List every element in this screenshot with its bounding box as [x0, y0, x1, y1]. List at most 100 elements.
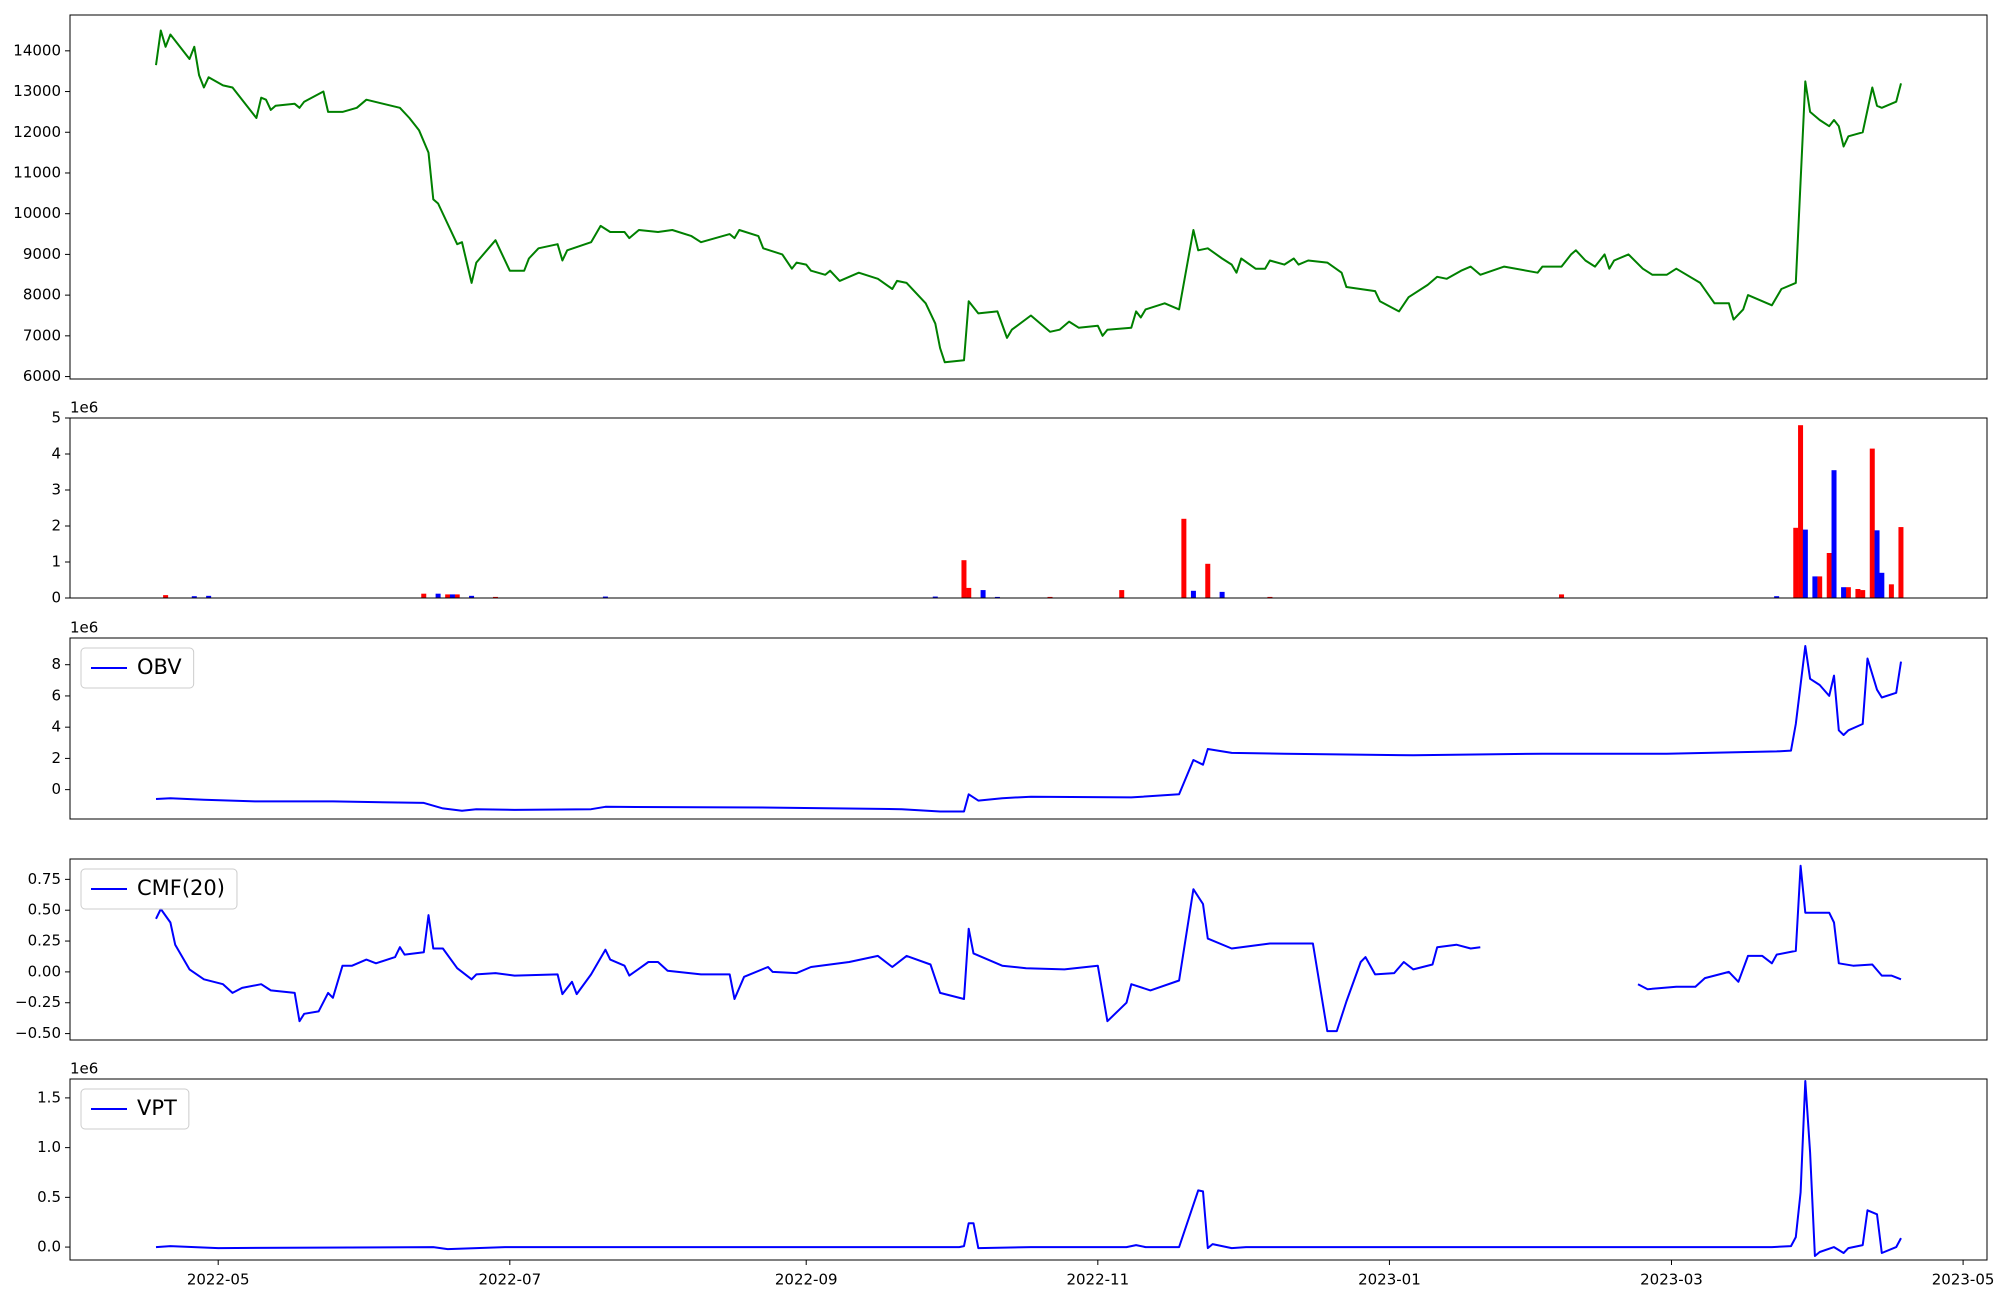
bar	[961, 560, 967, 598]
bar	[1181, 518, 1187, 598]
bar	[454, 594, 460, 598]
bar	[1869, 448, 1875, 598]
bar	[1826, 553, 1832, 598]
bar	[445, 594, 451, 598]
axes-frame	[69, 417, 1988, 599]
panel: 6000 7000 8000 9000 10000 11000 12000 13000 1400…	[13, 14, 1988, 385]
panel: 0 2 4 6 8 1e6 OBV	[51, 619, 1988, 820]
offset-label: 1e6	[70, 1060, 98, 1078]
y-tick-label: 9000	[23, 245, 61, 263]
x-tick-label: 2022-09	[775, 1271, 838, 1289]
y-tick-label: 2	[51, 517, 61, 535]
bar	[1888, 584, 1894, 598]
y-tick-label: 1	[51, 553, 61, 571]
bar	[932, 596, 938, 598]
bar	[469, 595, 475, 598]
y-tick-label: 0.5	[37, 1188, 61, 1206]
bar	[1845, 587, 1851, 598]
panel: 0.0 0.5 1.0 1.5 2022-05 2022-07 2022-09 2022-11…	[37, 1060, 1994, 1289]
y-tick-label: 8000	[23, 286, 61, 304]
legend-label: OBV	[137, 655, 182, 679]
bar	[1793, 527, 1799, 598]
bar	[1774, 596, 1780, 598]
bar	[206, 595, 212, 598]
y-tick-label: 0.00	[28, 962, 61, 980]
bar	[602, 596, 608, 598]
y-tick-label: 3	[51, 481, 61, 499]
bar	[1047, 596, 1053, 598]
y-tick-label: 6000	[23, 367, 61, 385]
line	[155, 1080, 1902, 1257]
bar	[994, 596, 1000, 598]
y-tick-label: 13000	[13, 82, 61, 100]
bar	[1798, 425, 1804, 598]
bar	[1855, 589, 1861, 598]
offset-label: 1e6	[70, 619, 98, 637]
y-tick-label: 0.50	[28, 901, 61, 919]
y-tick-label: 0.0	[37, 1238, 61, 1256]
y-tick-label: 8	[51, 655, 61, 673]
y-tick-label: 0.25	[28, 932, 61, 950]
x-tick-label: 2022-11	[1066, 1271, 1129, 1289]
bar	[435, 593, 441, 598]
bar	[1874, 530, 1880, 598]
bar	[1860, 590, 1866, 598]
axes-frame	[69, 14, 1988, 380]
bar	[966, 587, 972, 598]
bar	[449, 594, 455, 598]
y-tick-label: 0.75	[28, 870, 61, 888]
y-tick-label: 1.0	[37, 1138, 61, 1156]
line	[155, 29, 1902, 364]
legend-label: CMF(20)	[137, 876, 225, 900]
bar	[1267, 596, 1273, 598]
y-tick-label: −0.25	[15, 993, 61, 1011]
panel: 0 1 2 3 4 5 1e6	[51, 399, 1988, 607]
y-tick-label: 0	[51, 589, 61, 607]
x-tick-label: 2022-07	[478, 1271, 541, 1289]
legend-box	[80, 868, 238, 910]
bar	[1812, 576, 1818, 598]
y-tick-label: 1.5	[37, 1088, 61, 1106]
bar	[1219, 591, 1225, 598]
y-tick-label: 6	[51, 686, 61, 704]
bar	[191, 596, 197, 598]
legend-box	[80, 647, 195, 689]
x-tick-label: 2023-01	[1358, 1271, 1421, 1289]
y-tick-label: 14000	[13, 41, 61, 59]
legend-label: VPT	[137, 1096, 177, 1120]
bar	[980, 590, 986, 598]
axes-frame	[69, 637, 1988, 820]
bar	[1190, 590, 1196, 598]
bar	[1879, 572, 1885, 598]
legend-box	[80, 1088, 190, 1130]
bar	[1817, 576, 1823, 598]
x-tick-label: 2023-05	[1932, 1271, 1995, 1289]
bar	[1119, 590, 1125, 598]
bar	[492, 596, 498, 598]
y-tick-label: −0.50	[15, 1024, 61, 1042]
y-tick-label: 2	[51, 749, 61, 767]
y-tick-label: 4	[51, 718, 61, 736]
y-tick-label: 4	[51, 445, 61, 463]
y-tick-label: 7000	[23, 326, 61, 344]
bar	[1559, 594, 1565, 598]
bar	[1205, 563, 1211, 598]
offset-label: 1e6	[70, 399, 98, 417]
bar	[1831, 470, 1837, 598]
axes-frame	[69, 858, 1988, 1041]
y-tick-label: 10000	[13, 204, 61, 222]
bar	[1841, 587, 1847, 598]
panel: −0.50 −0.25 0.00 0.25 0.50 0.75 CMF(20)	[15, 858, 1988, 1042]
bar	[421, 593, 427, 598]
y-tick-label: 11000	[13, 163, 61, 181]
y-tick-label: 12000	[13, 123, 61, 141]
y-tick-label: 0	[51, 780, 61, 798]
y-tick-label: 5	[51, 409, 61, 427]
bar	[1898, 527, 1904, 598]
x-tick-label: 2023-03	[1640, 1271, 1703, 1289]
x-tick-label: 2022-05	[187, 1271, 250, 1289]
line	[155, 645, 1902, 813]
axes-frame	[69, 1078, 1988, 1261]
bar	[163, 595, 169, 598]
